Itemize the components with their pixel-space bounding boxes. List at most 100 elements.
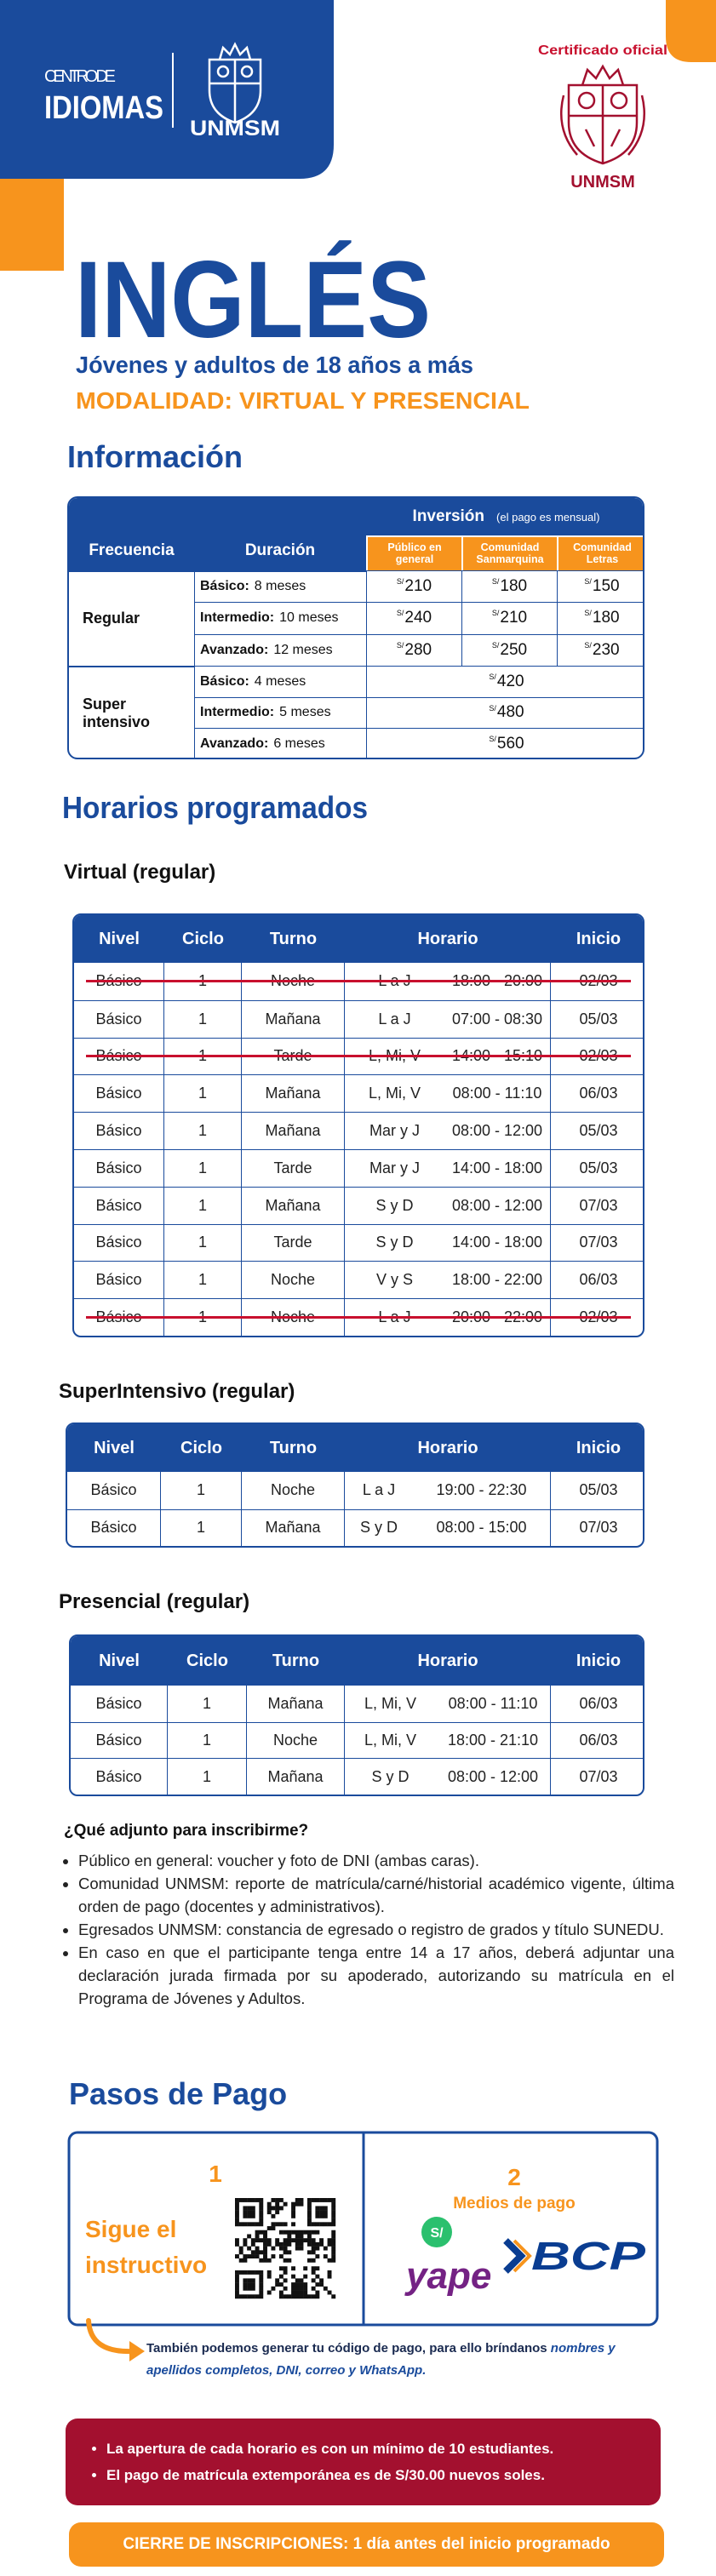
qr-module xyxy=(283,2250,288,2255)
table-cell: Básico xyxy=(74,999,164,1038)
table-cell: 1 xyxy=(164,1112,242,1149)
table-cell: 08:00 - 12:00 xyxy=(436,1758,551,1795)
qr-module xyxy=(295,2294,300,2299)
table-cell: Mañana xyxy=(247,1686,345,1722)
qr-module xyxy=(275,2201,280,2207)
frequency-name: Regular xyxy=(83,609,140,627)
frequency-cell: Regular xyxy=(69,570,194,666)
qr-module xyxy=(238,2222,243,2227)
table-cell: Básico xyxy=(74,1149,164,1187)
level: Avanzado: xyxy=(200,642,269,657)
qr-module xyxy=(259,2294,264,2299)
duration: 4 meses xyxy=(254,673,306,689)
qr-module xyxy=(266,2290,272,2295)
note-emphasis: nombres y apellidos completos, DNI, corr… xyxy=(146,2341,616,2378)
pricing-table: Frecuencia Duración Inversión (el pago es m… xyxy=(67,496,644,759)
duration-cell: Avanzado: 12 meses xyxy=(194,633,366,666)
qr-module xyxy=(319,2206,324,2211)
qr-module xyxy=(263,2258,267,2263)
qr-module xyxy=(295,2290,300,2295)
table-cell: 1 xyxy=(161,1472,242,1509)
requirements-title: ¿Qué adjunto para inscribirme? xyxy=(64,1822,309,1840)
table-cell: Mañana xyxy=(242,1186,345,1224)
qr-module xyxy=(331,2230,336,2235)
qr-module xyxy=(250,2294,255,2299)
qr-module xyxy=(311,2246,316,2251)
qr-module xyxy=(263,2241,267,2247)
qr-module xyxy=(266,2241,272,2247)
table-cell: 1 xyxy=(161,1508,242,1546)
table-cell: Básico xyxy=(74,1074,164,1113)
qr-module xyxy=(319,2198,324,2202)
table-cell: L a J xyxy=(362,1481,396,1499)
qr-module xyxy=(315,2230,320,2235)
qr-module xyxy=(311,2250,316,2255)
qr-module xyxy=(278,2274,284,2279)
header-cell: Nivel xyxy=(71,1636,168,1686)
qr-module xyxy=(291,2238,295,2243)
header-cell: Horario xyxy=(345,1636,551,1686)
table-cell: Mañana xyxy=(242,1508,345,1546)
qr-module xyxy=(250,2286,255,2291)
qr-module xyxy=(283,2258,288,2263)
qr-module xyxy=(327,2274,332,2279)
qr-module xyxy=(255,2230,260,2235)
price: 180 xyxy=(500,577,528,596)
currency: S/ xyxy=(584,577,592,586)
table-cell: Tarde xyxy=(242,1149,345,1187)
qr-module xyxy=(259,2198,264,2202)
closing-banner: CIERRE DE INSCRIPCIONES: 1 día antes del… xyxy=(69,2522,664,2567)
qr-module xyxy=(247,2254,252,2258)
qr-module xyxy=(319,2282,324,2287)
bcp-chevron xyxy=(503,2238,526,2274)
currency: S/ xyxy=(491,577,500,586)
yape-logo: yape xyxy=(404,2255,491,2297)
qr-module xyxy=(271,2198,276,2202)
qr-module xyxy=(235,2294,239,2299)
qr-module xyxy=(315,2266,320,2271)
qr-module xyxy=(331,2198,336,2202)
qr-module xyxy=(247,2222,252,2227)
qr-module xyxy=(291,2266,295,2271)
qr-module xyxy=(263,2230,267,2235)
subheader-cell: Comunidad Letras xyxy=(557,535,643,570)
price-cell: S/250 xyxy=(461,633,557,666)
price: 420 xyxy=(496,672,524,690)
level: Básico: xyxy=(200,579,249,594)
table-cell: Mañana xyxy=(242,999,345,1038)
qr-module xyxy=(259,2290,264,2295)
table-cell: S y D xyxy=(345,1758,436,1795)
qr-module xyxy=(243,2258,248,2263)
header-cell: Ciclo xyxy=(164,915,242,963)
table-cell: 07/03 xyxy=(551,1508,643,1547)
note-text: También podemos generar tu código de pag… xyxy=(146,2341,551,2356)
qr-module xyxy=(287,2294,292,2299)
table-cell: 1 xyxy=(164,999,242,1038)
price: 210 xyxy=(500,609,528,627)
qr-module xyxy=(247,2213,252,2218)
qr-module xyxy=(235,2218,239,2223)
qr-module xyxy=(323,2213,328,2218)
qr-module xyxy=(283,2266,288,2271)
qr-module xyxy=(271,2206,276,2211)
requirements-list: Público en general: voucher y foto de DN… xyxy=(60,1849,674,2010)
duration: 8 meses xyxy=(254,579,306,594)
qr-module xyxy=(306,2238,312,2243)
table-cell: 19:00 - 22:30 xyxy=(413,1472,551,1509)
header-cell: Inicio xyxy=(551,915,643,963)
qr-module xyxy=(323,2222,328,2227)
qr-module xyxy=(235,2222,239,2227)
qr-module xyxy=(306,2230,312,2235)
qr-module xyxy=(319,2210,324,2215)
qr-module xyxy=(283,2238,288,2243)
qr-module xyxy=(295,2198,300,2202)
qr-module xyxy=(306,2210,312,2215)
qr-module xyxy=(315,2241,320,2247)
table-cell: Básico xyxy=(67,1508,161,1546)
qr-module xyxy=(278,2290,284,2295)
section-title: Horarios programados xyxy=(62,790,368,825)
qr-module xyxy=(283,2294,288,2299)
qr-module xyxy=(247,2278,252,2283)
qr-module xyxy=(327,2258,332,2263)
duration: 12 meses xyxy=(273,642,333,657)
